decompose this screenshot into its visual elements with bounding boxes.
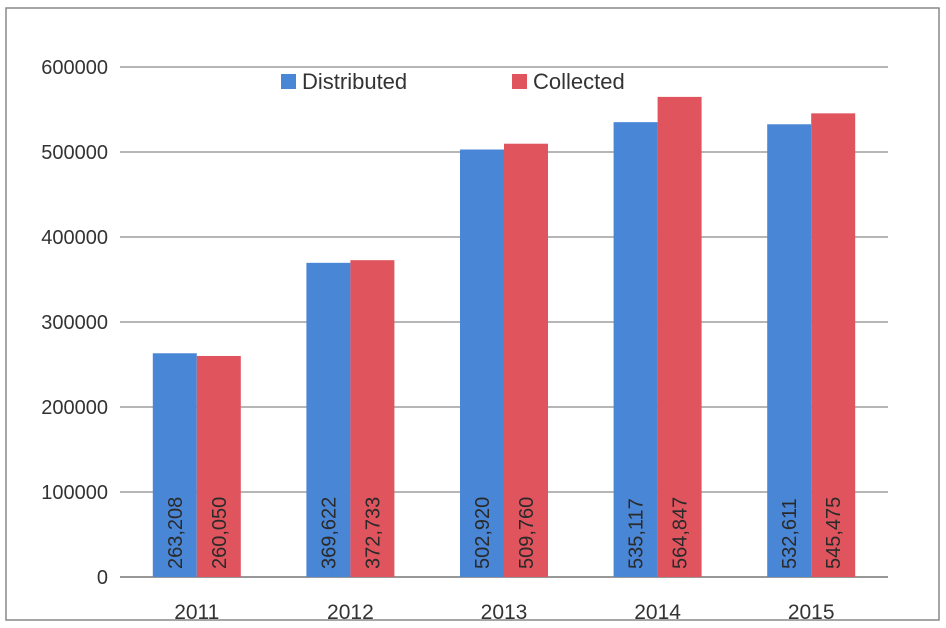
legend-label-collected: Collected [533,69,625,94]
legend-swatch-distributed [281,74,296,89]
bar-distributed-2013 [460,149,504,577]
y-tick-label: 200000 [41,397,108,419]
legend-label-distributed: Distributed [302,69,407,94]
y-tick-label: 500000 [41,142,108,164]
bar-collected-2015 [811,113,856,577]
bar-collected-2013 [504,143,548,578]
y-tick-label: 0 [97,567,108,589]
data-label-collected-2015: 545,475 [823,497,845,569]
x-tick-label: 2014 [634,601,681,623]
x-axis-tick-labels: 2011 2012 2013 2014 2015 [174,601,835,624]
x-tick-label: 2013 [481,601,528,623]
y-tick-label: 400000 [41,227,108,249]
x-tick-label: 2012 [327,601,374,623]
bar-collected-2012 [350,260,395,577]
y-axis-tick-labels: 0 100000 200000 300000 400000 500000 600000 [41,57,108,589]
bar-distributed-2015 [767,124,812,578]
data-label-distributed-2014: 535,117 [626,498,648,569]
x-tick-label: 2015 [788,601,835,623]
legend: Distributed Collected [281,69,625,94]
bar-collected-2011 [196,355,241,577]
bars [152,96,856,578]
data-label-distributed-2013: 502,920 [472,497,494,569]
bar-distributed-2014 [613,122,658,578]
y-tick-label: 600000 [41,57,108,79]
y-tick-label: 100000 [41,482,108,504]
bar-distributed-2011 [152,353,197,577]
data-label-distributed-2011: 263,208 [165,497,187,569]
y-tick-label: 300000 [41,312,108,334]
x-tick-label: 2011 [174,601,219,623]
data-label-collected-2012: 372,733 [362,497,384,569]
data-labels: 263,208 260,050 369,622 372,733 502,920 509,7… [165,497,845,569]
data-label-collected-2011: 260,050 [209,497,231,569]
data-label-collected-2013: 509,760 [516,497,538,569]
bar-distributed-2012 [306,262,351,577]
bar-collected-2014 [657,96,702,577]
data-label-distributed-2015: 532,611 [779,498,801,569]
data-label-distributed-2012: 369,622 [318,497,340,569]
data-label-collected-2014: 564,847 [670,497,692,569]
legend-swatch-collected [512,74,527,89]
